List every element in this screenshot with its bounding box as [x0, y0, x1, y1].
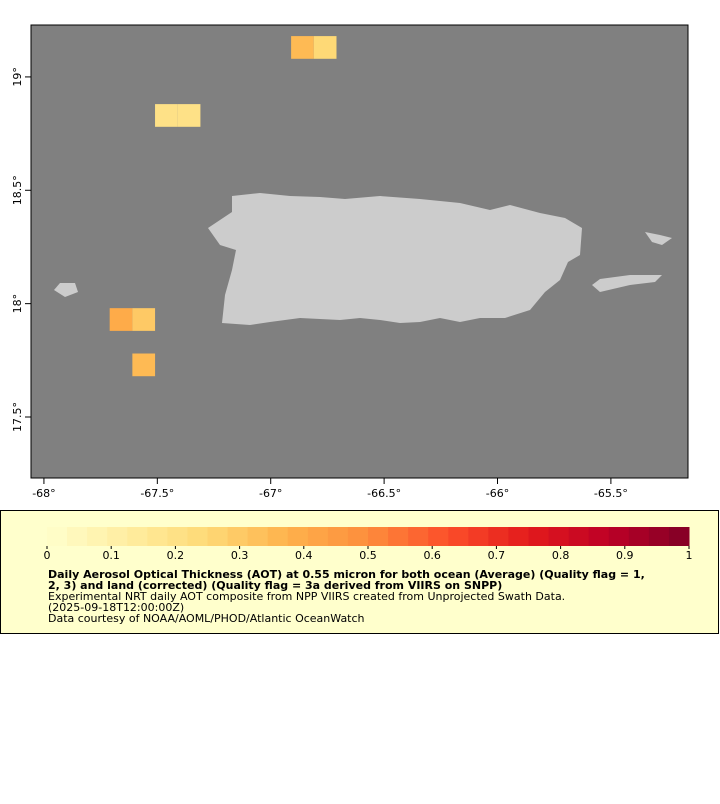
colorbar-segment — [227, 527, 249, 546]
colorbar-segment — [267, 527, 289, 546]
colorbar-segment — [568, 527, 590, 546]
x-tick-label: -65.5° — [594, 487, 628, 500]
plot-frame — [30, 24, 689, 479]
colorbar-segment — [488, 527, 509, 546]
colorbar-tick-label: 0.7 — [488, 549, 506, 562]
colorbar-segment — [287, 527, 309, 546]
aot-cells — [109, 36, 337, 377]
colorbar-segment — [47, 527, 68, 546]
note-line: Experimental NRT daily AOT composite fro… — [48, 590, 565, 603]
y-tick-label: 18.5° — [11, 175, 24, 205]
puerto-rico — [208, 193, 582, 325]
colorbar-segment — [548, 527, 570, 546]
title-line: Daily Aerosol Optical Thickness (AOT) at… — [48, 568, 645, 581]
colorbar-segment — [368, 527, 389, 546]
aot-cell — [155, 104, 178, 127]
colorbar-tick-label: 0.9 — [616, 549, 634, 562]
colorbar-tick-label: 0 — [44, 549, 51, 562]
colorbar: 0 0.1 0.2 0.3 0.4 0.5 0.6 0.7 0.8 0.9 1 — [44, 527, 693, 562]
note-line: (2025-09-18T12:00:00Z) — [48, 601, 184, 614]
colorbar-tick-label: 0.8 — [552, 549, 570, 562]
x-tick-label: -66.5° — [367, 487, 401, 500]
colorbar-tick-label: 0.1 — [102, 549, 120, 562]
colorbar-segment — [388, 527, 409, 546]
y-tick-label: 19° — [11, 67, 24, 87]
vieques — [592, 275, 662, 292]
colorbar-tick-label: 1 — [686, 549, 693, 562]
colorbar-tick-label: 0.2 — [167, 549, 185, 562]
land — [54, 193, 672, 325]
x-tick-label: -67° — [259, 487, 282, 500]
colorbar-segment — [187, 527, 208, 546]
x-tick-label: -66° — [486, 487, 509, 500]
colorbar-segment — [347, 527, 369, 546]
colorbar-segment — [87, 527, 108, 546]
colorbar-segment — [67, 527, 88, 546]
culebra — [645, 232, 672, 245]
mona — [54, 283, 78, 297]
x-tick-label: -67.5° — [140, 487, 174, 500]
colorbar-segment — [468, 527, 489, 546]
aot-cell — [132, 353, 156, 377]
colorbar-segment — [207, 527, 229, 546]
colorbar-segment — [147, 527, 168, 546]
aot-cell — [132, 308, 156, 331]
colorbar-tick-label: 0.5 — [359, 549, 377, 562]
colorbar-segment — [307, 527, 329, 546]
note-line: Data courtesy of NOAA/AOML/PHOD/Atlantic… — [48, 612, 365, 625]
aot-cell — [177, 104, 201, 127]
colorbar-segment — [247, 527, 269, 546]
colorbar-segment — [648, 527, 670, 546]
colorbar-segment — [448, 527, 469, 546]
y-tick-label: 18° — [11, 294, 24, 314]
aot-cell — [291, 36, 314, 59]
aot-cell — [109, 308, 133, 331]
y-tick-label: 17.5° — [11, 402, 24, 432]
x-tick-label: -68° — [32, 487, 55, 500]
colorbar-segment — [127, 527, 148, 546]
colorbar-segment — [508, 527, 529, 546]
colorbar-tick-label: 0.3 — [231, 549, 249, 562]
colorbar-segment — [107, 527, 128, 546]
colorbar-segment — [608, 527, 630, 546]
colorbar-segment — [528, 527, 550, 546]
colorbar-segment — [167, 527, 188, 546]
colorbar-segment — [628, 527, 650, 546]
aot-cell — [313, 36, 337, 59]
colorbar-segment — [588, 527, 610, 546]
colorbar-segment — [668, 527, 690, 546]
colorbar-tick-label: 0.4 — [295, 549, 313, 562]
title-line: 2, 3) and land (corrected) (Quality flag… — [48, 579, 502, 592]
colorbar-tick-label: 0.6 — [423, 549, 441, 562]
colorbar-segment — [428, 527, 449, 546]
colorbar-segment — [327, 527, 349, 546]
colorbar-segment — [408, 527, 429, 546]
